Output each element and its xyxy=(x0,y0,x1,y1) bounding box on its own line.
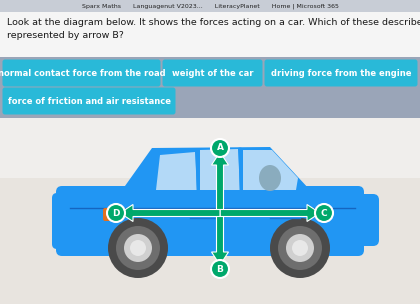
FancyBboxPatch shape xyxy=(0,118,420,178)
Text: D: D xyxy=(112,209,120,217)
FancyArrow shape xyxy=(220,205,320,222)
FancyBboxPatch shape xyxy=(103,208,123,221)
Text: driving force from the engine: driving force from the engine xyxy=(271,68,411,78)
FancyBboxPatch shape xyxy=(3,88,176,115)
FancyBboxPatch shape xyxy=(0,0,420,12)
Text: force of friction and air resistance: force of friction and air resistance xyxy=(8,96,171,105)
Circle shape xyxy=(286,234,314,262)
Text: represented by arrow B?: represented by arrow B? xyxy=(7,31,124,40)
FancyBboxPatch shape xyxy=(339,194,379,246)
Polygon shape xyxy=(120,147,310,193)
Circle shape xyxy=(211,139,229,157)
Polygon shape xyxy=(200,149,240,190)
FancyBboxPatch shape xyxy=(56,186,364,256)
Circle shape xyxy=(211,260,229,278)
FancyBboxPatch shape xyxy=(265,60,417,87)
Circle shape xyxy=(107,204,125,222)
Circle shape xyxy=(124,234,152,262)
Text: weight of the car: weight of the car xyxy=(172,68,253,78)
Text: C: C xyxy=(321,209,327,217)
Text: A: A xyxy=(216,143,223,153)
FancyArrow shape xyxy=(212,213,228,265)
Text: Look at the diagram below. It shows the forces acting on a car. Which of these d: Look at the diagram below. It shows the … xyxy=(7,18,420,27)
Circle shape xyxy=(108,218,168,278)
Text: normal contact force from the road: normal contact force from the road xyxy=(0,68,165,78)
FancyBboxPatch shape xyxy=(52,193,92,249)
Text: B: B xyxy=(217,264,223,274)
FancyBboxPatch shape xyxy=(163,60,262,87)
Polygon shape xyxy=(243,150,298,190)
Text: Sparx Maths      Languagenut V2023...      LiteracyPlanet      Home | Microsoft : Sparx Maths Languagenut V2023... Literac… xyxy=(81,3,339,9)
FancyArrow shape xyxy=(120,205,220,222)
Circle shape xyxy=(292,240,308,256)
FancyBboxPatch shape xyxy=(0,12,420,64)
Circle shape xyxy=(315,204,333,222)
FancyArrow shape xyxy=(212,152,228,213)
Circle shape xyxy=(278,226,322,270)
FancyBboxPatch shape xyxy=(3,60,160,87)
Circle shape xyxy=(270,218,330,278)
FancyBboxPatch shape xyxy=(0,178,420,304)
Circle shape xyxy=(116,226,160,270)
Circle shape xyxy=(130,240,146,256)
Polygon shape xyxy=(156,152,197,190)
FancyBboxPatch shape xyxy=(0,57,420,122)
Ellipse shape xyxy=(259,165,281,191)
